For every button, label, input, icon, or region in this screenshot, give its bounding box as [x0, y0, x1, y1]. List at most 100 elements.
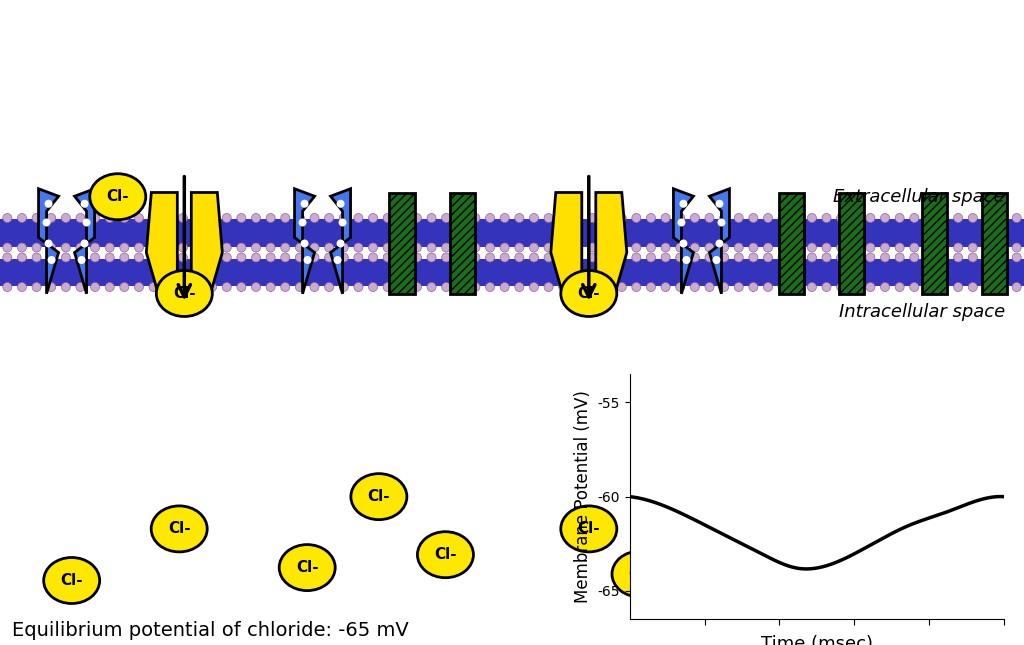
Circle shape — [441, 213, 451, 223]
Circle shape — [337, 239, 344, 248]
Circle shape — [559, 243, 567, 252]
Circle shape — [778, 253, 787, 262]
Circle shape — [301, 200, 308, 208]
Circle shape — [178, 213, 187, 223]
Circle shape — [295, 283, 304, 292]
Circle shape — [1012, 213, 1021, 223]
Circle shape — [208, 253, 217, 262]
Circle shape — [295, 253, 304, 262]
Circle shape — [500, 243, 509, 252]
Circle shape — [925, 253, 934, 262]
Circle shape — [252, 253, 260, 262]
Circle shape — [953, 253, 963, 262]
Circle shape — [3, 243, 12, 252]
Circle shape — [997, 283, 1007, 292]
Circle shape — [3, 283, 12, 292]
Circle shape — [397, 253, 407, 262]
Circle shape — [764, 283, 772, 292]
Circle shape — [457, 253, 465, 262]
Ellipse shape — [418, 531, 473, 578]
Circle shape — [301, 239, 308, 248]
Circle shape — [485, 243, 495, 252]
Circle shape — [339, 243, 348, 252]
Circle shape — [969, 253, 977, 262]
Circle shape — [334, 256, 342, 264]
Circle shape — [32, 283, 41, 292]
Circle shape — [32, 253, 41, 262]
Circle shape — [383, 283, 392, 292]
Circle shape — [734, 283, 743, 292]
Circle shape — [3, 253, 12, 262]
Circle shape — [81, 200, 88, 208]
Circle shape — [851, 213, 860, 223]
Bar — [839, 192, 864, 293]
Circle shape — [716, 200, 723, 208]
Circle shape — [397, 243, 407, 252]
Circle shape — [413, 253, 422, 262]
Circle shape — [310, 243, 319, 252]
Text: Cl-: Cl- — [296, 560, 318, 575]
Circle shape — [281, 243, 290, 252]
Circle shape — [471, 283, 480, 292]
Circle shape — [720, 213, 729, 223]
Circle shape — [997, 213, 1007, 223]
Circle shape — [150, 243, 158, 252]
Circle shape — [544, 253, 553, 262]
Circle shape — [471, 243, 480, 252]
Circle shape — [602, 283, 611, 292]
Circle shape — [680, 239, 687, 248]
Circle shape — [793, 243, 802, 252]
Circle shape — [749, 283, 758, 292]
Ellipse shape — [44, 557, 99, 604]
Circle shape — [909, 243, 919, 252]
Circle shape — [749, 243, 758, 252]
Ellipse shape — [280, 544, 335, 591]
Circle shape — [354, 253, 362, 262]
Circle shape — [716, 239, 723, 248]
Circle shape — [76, 253, 85, 262]
Circle shape — [837, 243, 846, 252]
Circle shape — [178, 283, 187, 292]
Polygon shape — [710, 189, 729, 293]
Circle shape — [720, 253, 729, 262]
Circle shape — [749, 213, 758, 223]
Circle shape — [866, 283, 874, 292]
Circle shape — [529, 243, 539, 252]
Circle shape — [778, 213, 787, 223]
Circle shape — [646, 213, 655, 223]
Circle shape — [807, 253, 816, 262]
Circle shape — [909, 213, 919, 223]
Circle shape — [529, 253, 539, 262]
Circle shape — [953, 243, 963, 252]
Text: Cl-: Cl- — [828, 579, 851, 595]
Circle shape — [3, 213, 12, 223]
Circle shape — [17, 283, 27, 292]
Circle shape — [632, 283, 641, 292]
Circle shape — [588, 253, 597, 262]
Bar — [389, 192, 415, 293]
Circle shape — [837, 213, 846, 223]
Circle shape — [680, 200, 687, 208]
Circle shape — [441, 283, 451, 292]
Circle shape — [339, 219, 346, 226]
Circle shape — [485, 213, 495, 223]
Circle shape — [193, 213, 202, 223]
Circle shape — [807, 283, 816, 292]
Circle shape — [339, 253, 348, 262]
Circle shape — [734, 253, 743, 262]
Circle shape — [397, 213, 407, 223]
Circle shape — [325, 243, 334, 252]
Circle shape — [383, 253, 392, 262]
Circle shape — [17, 243, 27, 252]
Ellipse shape — [157, 270, 212, 317]
Circle shape — [76, 213, 85, 223]
Circle shape — [573, 253, 583, 262]
Circle shape — [120, 283, 129, 292]
Circle shape — [310, 213, 319, 223]
Circle shape — [851, 283, 860, 292]
Circle shape — [837, 283, 846, 292]
Circle shape — [690, 213, 699, 223]
Circle shape — [690, 243, 699, 252]
Circle shape — [822, 213, 831, 223]
Circle shape — [881, 213, 890, 223]
